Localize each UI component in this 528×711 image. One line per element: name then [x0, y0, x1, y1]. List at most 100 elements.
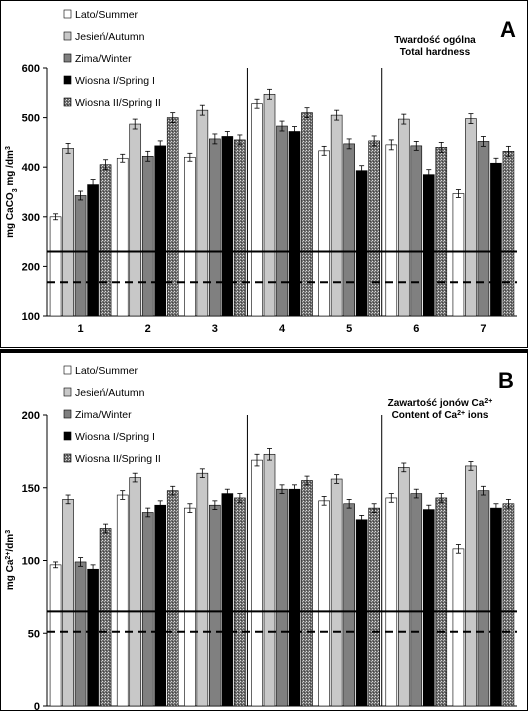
bar-wiosna-i-spring-i: [87, 184, 99, 317]
bar-zima-winter: [276, 488, 288, 707]
bar-jesie-autumn: [330, 478, 343, 707]
bar-wiosna-i-spring-i: [288, 488, 301, 707]
bar-lato-summer: [251, 459, 263, 707]
y-tick-label: 100: [22, 556, 40, 568]
y-tick-label: 100: [22, 311, 40, 323]
bar-lato-summer: [116, 494, 129, 707]
bar-wiosna-i-spring-i: [87, 568, 99, 707]
y-axis-label-part: 3: [12, 188, 19, 192]
bar-wiosna-ii-spring-ii: [301, 112, 313, 317]
legend-label: Lato/Summer: [75, 9, 139, 21]
bar-wiosna-ii-spring-ii: [301, 480, 313, 707]
bar-lato-summer: [116, 157, 129, 317]
y-tick-label: 600: [22, 63, 40, 75]
chart-title-pl: Twardość ogólna: [394, 35, 476, 46]
panel-letter: B: [498, 368, 514, 393]
bar-wiosna-ii-spring-ii: [435, 497, 448, 707]
legend-swatch: [63, 31, 72, 41]
bar-wiosna-ii-spring-ii: [234, 497, 246, 707]
y-tick-label: 200: [22, 410, 40, 422]
bar-wiosna-ii-spring-ii: [234, 139, 246, 317]
legend-swatch: [63, 387, 72, 397]
bar-jesie-autumn: [129, 477, 142, 707]
chart-title-superscript: 2+: [484, 398, 492, 405]
bar-wiosna-i-spring-i: [422, 174, 435, 317]
legend-swatch: [63, 53, 72, 63]
x-tick-label: 6: [413, 323, 419, 335]
panel-separator: [0, 349, 528, 352]
bar-zima-winter: [141, 155, 154, 317]
bar-wiosna-i-spring-i: [355, 170, 368, 317]
x-tick-label: 3: [212, 323, 218, 335]
bar-zima-winter: [410, 145, 423, 317]
bar-lato-summer: [452, 548, 465, 707]
y-axis-label: mg CaCO3 mg /dm3: [5, 146, 19, 238]
bar-lato-summer: [385, 497, 398, 707]
bar-lato-summer: [251, 103, 263, 317]
bar-lato-summer: [318, 500, 330, 707]
bar-wiosna-i-spring-i: [221, 493, 234, 707]
chart-title-suffix: ions: [465, 410, 489, 421]
chart-title-superscript: 2+: [457, 410, 465, 417]
bar-zima-winter: [209, 138, 221, 317]
bar-lato-summer: [49, 216, 62, 317]
bar-zima-winter: [276, 125, 288, 317]
bar-jesie-autumn: [196, 472, 209, 707]
bar-zima-winter: [74, 195, 87, 317]
bar-wiosna-i-spring-i: [490, 507, 502, 707]
bar-lato-summer: [318, 150, 330, 317]
y-axis-label-part: 2+: [5, 552, 12, 560]
x-tick-label: 1: [78, 323, 84, 335]
bar-zima-winter: [410, 493, 423, 707]
y-tick-label: 50: [28, 628, 40, 640]
legend-swatch: [63, 9, 72, 19]
bar-wiosna-ii-spring-ii: [502, 151, 515, 317]
x-tick-label: 2: [145, 323, 151, 335]
legend-label: Wiosna II/Spring II: [75, 97, 161, 109]
chart-title-en: Total hardness: [400, 47, 471, 58]
x-tick-label: 5: [346, 323, 352, 335]
bar-lato-summer: [49, 564, 62, 707]
bar-zima-winter: [74, 561, 87, 707]
bar-wiosna-ii-spring-ii: [99, 528, 112, 707]
legend-swatch: [63, 431, 72, 441]
y-tick-label: 400: [22, 162, 40, 174]
legend-label: Jesień/Autumn: [75, 387, 145, 399]
bar-zima-winter: [141, 512, 154, 707]
bar-wiosna-i-spring-i: [422, 509, 435, 707]
bar-jesie-autumn: [62, 148, 74, 317]
panel-letter: A: [500, 17, 516, 42]
y-axis-label-part: mg /dm: [5, 150, 16, 188]
legend-label: Wiosna I/Spring I: [75, 431, 155, 443]
bar-wiosna-i-spring-i: [221, 136, 234, 317]
bar-lato-summer: [452, 193, 465, 317]
bar-lato-summer: [385, 144, 398, 317]
y-axis-label-part: mg Ca: [5, 559, 16, 590]
bar-wiosna-i-spring-i: [288, 131, 301, 317]
x-tick-label: 7: [480, 323, 486, 335]
legend-swatch: [63, 97, 72, 107]
y-axis-label-part: 3: [5, 146, 12, 150]
legend-swatch: [63, 365, 72, 375]
legend-label: Zima/Winter: [75, 53, 132, 65]
bar-zima-winter: [209, 504, 221, 707]
bar-jesie-autumn: [465, 465, 477, 707]
bar-wiosna-ii-spring-ii: [368, 140, 380, 317]
legend-label: Zima/Winter: [75, 409, 132, 421]
y-tick-label: 500: [22, 113, 40, 125]
bar-wiosna-ii-spring-ii: [368, 507, 380, 707]
bar-wiosna-i-spring-i: [154, 504, 167, 707]
bar-wiosna-ii-spring-ii: [435, 147, 448, 317]
legend-swatch: [63, 453, 72, 463]
chart-title-en: Content of Ca2+ ions: [392, 410, 489, 422]
legend-label: Wiosna II/Spring II: [75, 453, 161, 465]
y-axis-label-part: 3: [5, 530, 12, 534]
bar-wiosna-i-spring-i: [355, 519, 368, 707]
y-tick-label: 300: [22, 212, 40, 224]
x-tick-label: 4: [279, 323, 286, 335]
legend-label: Jesień/Autumn: [75, 31, 145, 43]
bar-jesie-autumn: [397, 467, 410, 707]
bar-zima-winter: [343, 503, 355, 707]
